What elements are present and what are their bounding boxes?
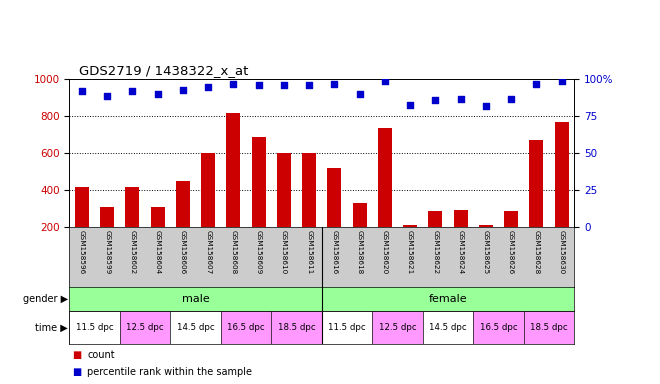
Bar [423,311,473,344]
Point [430,97,441,103]
Bar [271,311,322,344]
Point [152,91,163,98]
Bar [302,154,316,227]
Text: 18.5 dpc: 18.5 dpc [530,323,568,332]
Point [203,84,213,90]
Text: 11.5 dpc: 11.5 dpc [76,323,114,332]
Point [405,101,415,108]
Bar [75,187,89,227]
Bar [201,154,215,227]
Text: GSM158609: GSM158609 [255,230,261,274]
Text: count: count [87,350,115,360]
Text: ■: ■ [73,350,82,360]
Text: GSM158602: GSM158602 [129,230,135,274]
Text: 16.5 dpc: 16.5 dpc [227,323,265,332]
Text: GSM158628: GSM158628 [533,230,539,274]
Text: GSM158599: GSM158599 [104,230,110,274]
Point [178,87,188,93]
Text: GSM158616: GSM158616 [331,230,337,274]
Bar [403,225,417,227]
Text: 16.5 dpc: 16.5 dpc [480,323,517,332]
Text: GSM158625: GSM158625 [483,230,489,274]
Bar [69,311,120,344]
Bar [504,211,518,227]
Text: GSM158621: GSM158621 [407,230,413,274]
Point [253,82,264,88]
Bar [453,210,467,227]
Point [531,81,542,87]
Point [506,96,516,102]
Point [480,103,491,109]
Text: 18.5 dpc: 18.5 dpc [278,323,315,332]
Text: percentile rank within the sample: percentile rank within the sample [87,366,252,377]
Point [354,91,365,98]
Point [127,88,138,94]
Text: female: female [428,294,467,304]
Text: 12.5 dpc: 12.5 dpc [126,323,164,332]
Point [379,78,390,84]
Point [329,81,340,87]
Bar [378,127,392,227]
Text: GSM158630: GSM158630 [558,230,564,274]
Point [77,88,87,94]
Bar [221,311,271,344]
Bar [479,225,493,227]
Bar [524,311,574,344]
Text: 14.5 dpc: 14.5 dpc [177,323,215,332]
Text: GSM158611: GSM158611 [306,230,312,274]
Point [556,78,567,84]
Text: GSM158618: GSM158618 [356,230,362,274]
Point [279,82,289,88]
Point [455,96,466,102]
Bar [277,154,291,227]
Text: GSM158596: GSM158596 [79,230,85,274]
Point [304,82,314,88]
Text: 12.5 dpc: 12.5 dpc [379,323,416,332]
Text: gender ▶: gender ▶ [23,294,68,304]
Text: time ▶: time ▶ [35,322,68,333]
Bar [176,181,190,227]
Bar [322,311,372,344]
Bar [529,141,543,227]
Text: ■: ■ [73,366,82,377]
Bar [473,311,524,344]
Point [228,81,239,87]
Bar [251,137,265,227]
Bar [120,311,170,344]
Bar [170,311,221,344]
Bar [352,203,366,227]
Text: GSM158606: GSM158606 [180,230,186,274]
Bar [150,207,164,227]
Text: GSM158622: GSM158622 [432,230,438,274]
Text: GSM158626: GSM158626 [508,230,514,274]
Bar [428,211,442,227]
Text: GSM158607: GSM158607 [205,230,211,274]
Text: male: male [182,294,209,304]
Bar [327,168,341,227]
Text: GSM158624: GSM158624 [457,230,463,274]
Text: GDS2719 / 1438322_x_at: GDS2719 / 1438322_x_at [79,64,249,77]
Text: GSM158608: GSM158608 [230,230,236,274]
Bar [554,122,568,227]
Text: GSM158610: GSM158610 [281,230,287,274]
Bar [100,207,114,227]
Bar [125,187,139,227]
Bar [226,113,240,227]
Text: GSM158604: GSM158604 [154,230,160,274]
Point [102,93,112,99]
Text: GSM158620: GSM158620 [382,230,388,274]
Bar [372,311,423,344]
Text: 11.5 dpc: 11.5 dpc [328,323,366,332]
Text: 14.5 dpc: 14.5 dpc [429,323,467,332]
